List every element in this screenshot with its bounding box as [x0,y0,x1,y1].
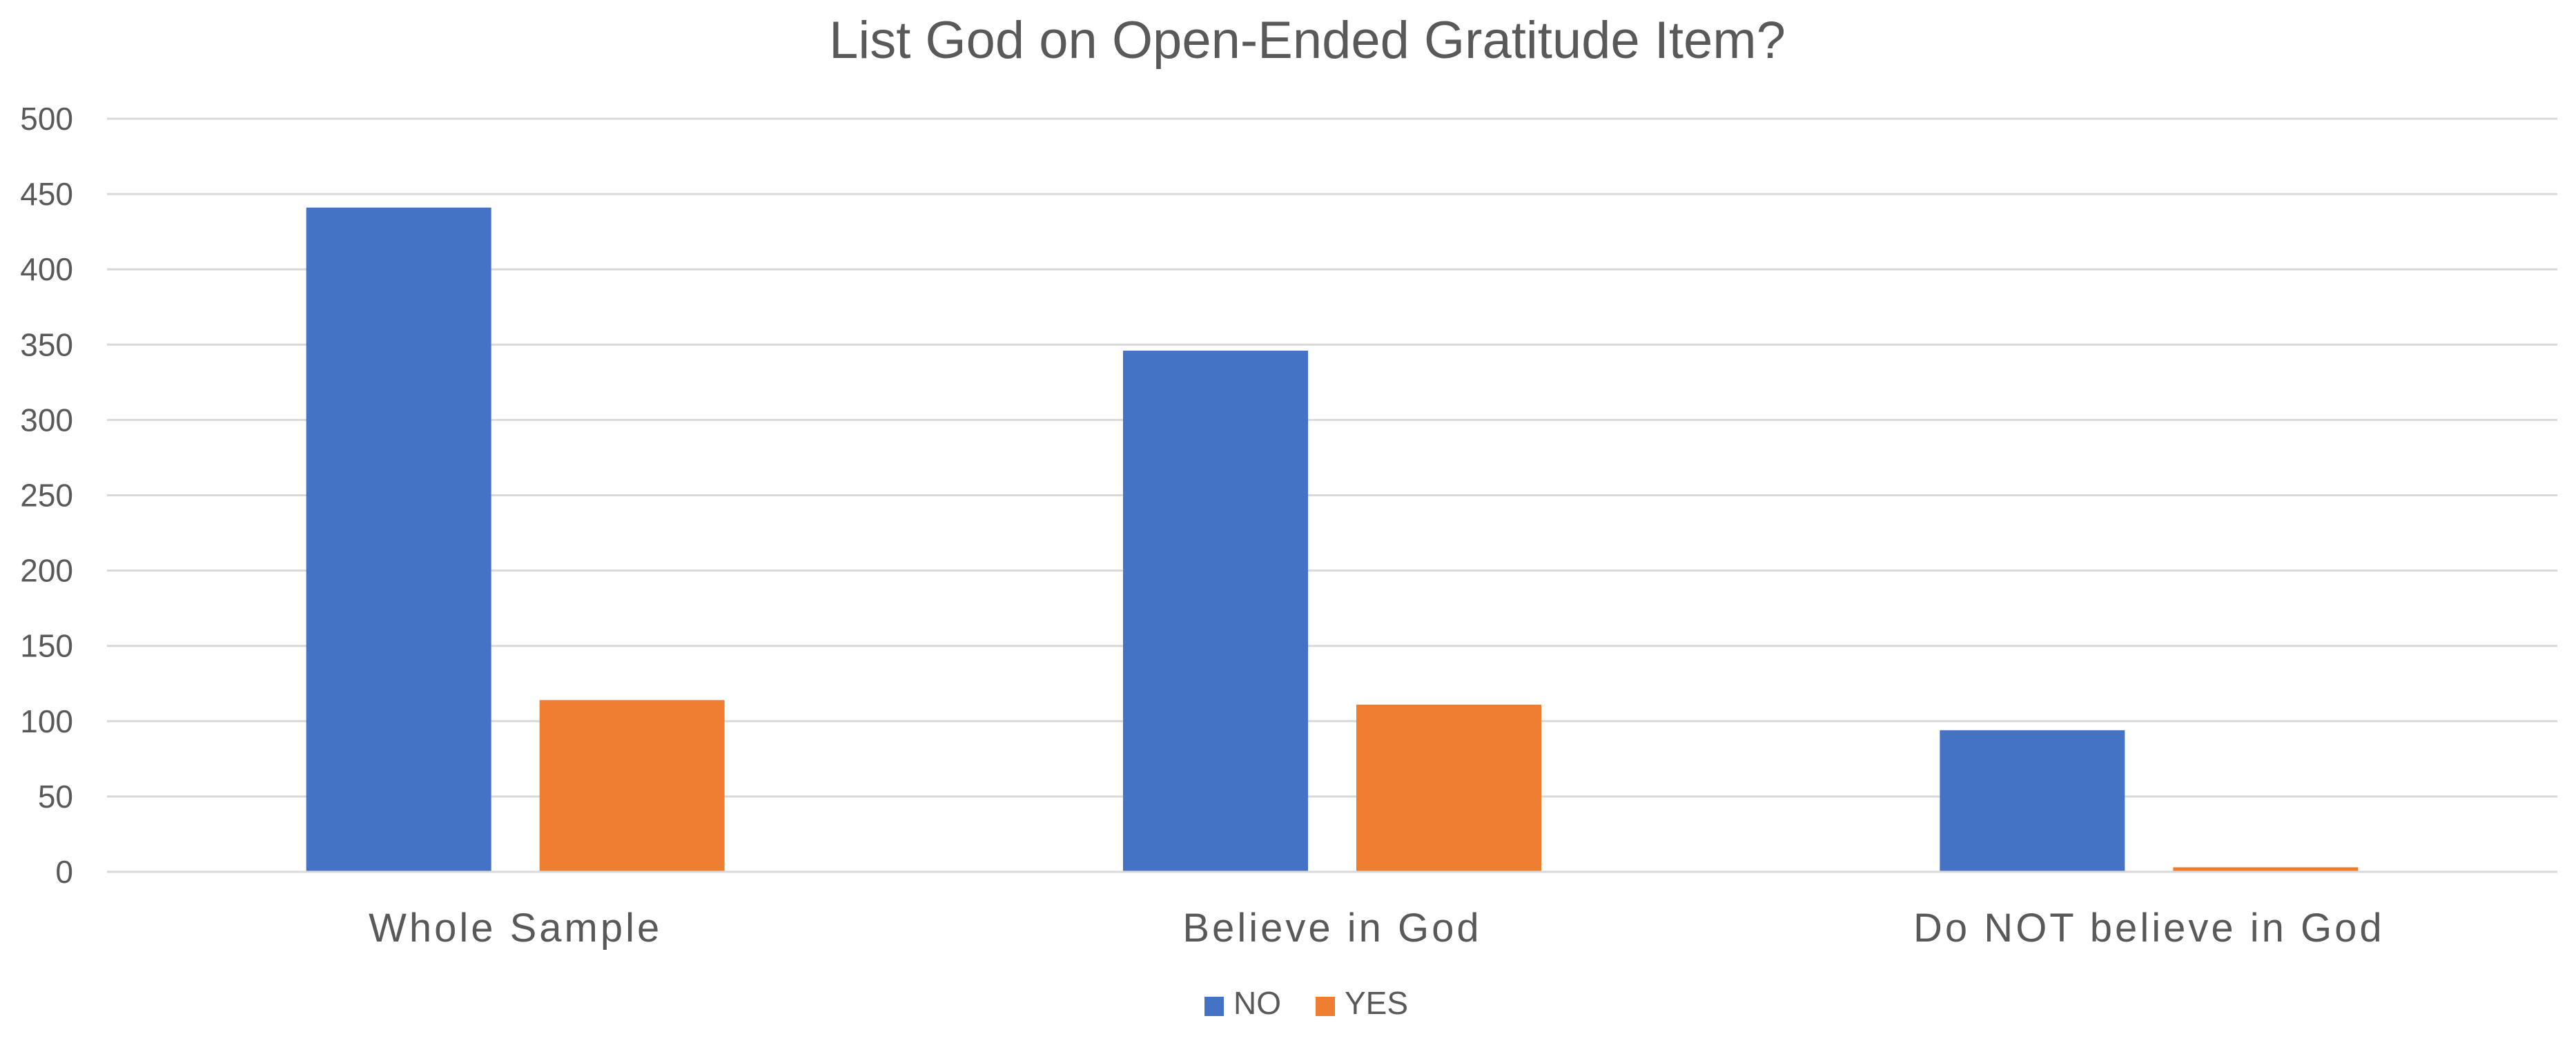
chart-title: List God on Open-Ended Gratitude Item? [829,11,1786,70]
x-axis: Whole Sample Believe in God Do NOT believe… [107,870,2557,951]
legend-label: YES [1345,985,1408,1021]
legend-label: NO [1233,985,1281,1021]
bar-yes-1 [1356,704,1541,872]
y-tick-label: 500 [20,101,73,137]
y-tick-label: 50 [38,779,73,815]
bar-no-2 [1940,730,2125,872]
legend-item-no: NO [1204,985,1281,1021]
y-tick-label: 250 [20,478,73,514]
y-tick-label: 150 [20,628,73,664]
bar-no-1 [1123,351,1308,872]
legend-swatch [1316,997,1335,1016]
x-category-label: Whole Sample [369,906,662,951]
bars [306,207,2359,872]
legend: NO YES [1204,985,1408,1021]
bar-yes-0 [539,700,725,872]
y-tick-label: 300 [20,402,73,438]
x-category-label: Believe in God [1182,906,1481,951]
bar-no-0 [306,207,491,872]
y-tick-label: 100 [20,703,73,739]
bar-yes-2 [2173,867,2359,872]
y-tick-label: 400 [20,251,73,287]
legend-item-yes: YES [1316,985,1408,1021]
y-tick-label: 450 [20,176,73,212]
y-tick-label: 350 [20,326,73,362]
y-tick-label: 200 [20,553,73,589]
gridlines [107,117,2557,798]
y-tick-label: 0 [55,854,73,890]
legend-swatch [1204,997,1224,1016]
x-category-label: Do NOT believe in God [1913,906,2385,951]
y-axis: 0 50 100 150 200 250 300 350 400 450 500 [20,101,73,890]
